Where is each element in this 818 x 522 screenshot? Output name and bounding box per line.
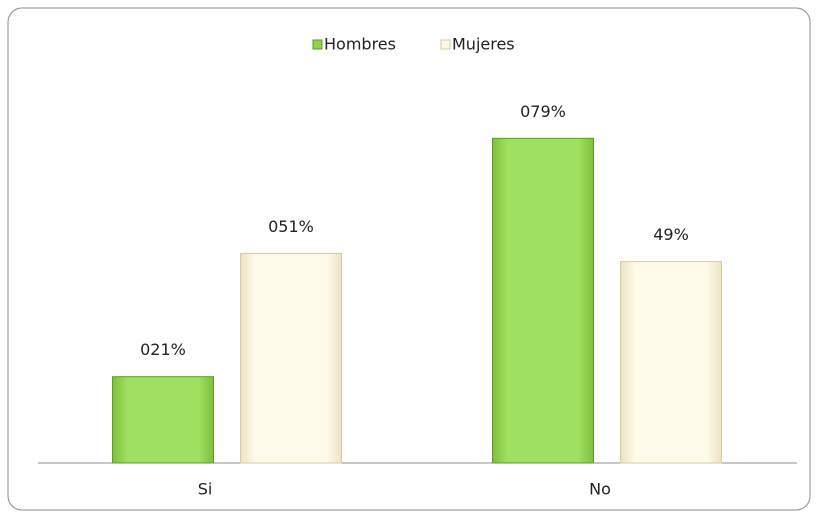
- bar: [492, 137, 594, 464]
- data-label: 021%: [140, 340, 186, 359]
- x-tick-label: Si: [198, 480, 213, 499]
- data-label: 051%: [268, 217, 314, 236]
- bar: [240, 252, 342, 464]
- legend-swatch: [440, 39, 451, 50]
- x-tick-label: No: [589, 480, 611, 499]
- legend-label: Hombres: [324, 35, 396, 54]
- data-label: 079%: [520, 102, 566, 121]
- legend-swatch: [312, 39, 323, 50]
- bar: [620, 261, 722, 464]
- legend-label: Mujeres: [452, 35, 515, 54]
- bar: [112, 376, 214, 464]
- data-label: 49%: [653, 225, 689, 244]
